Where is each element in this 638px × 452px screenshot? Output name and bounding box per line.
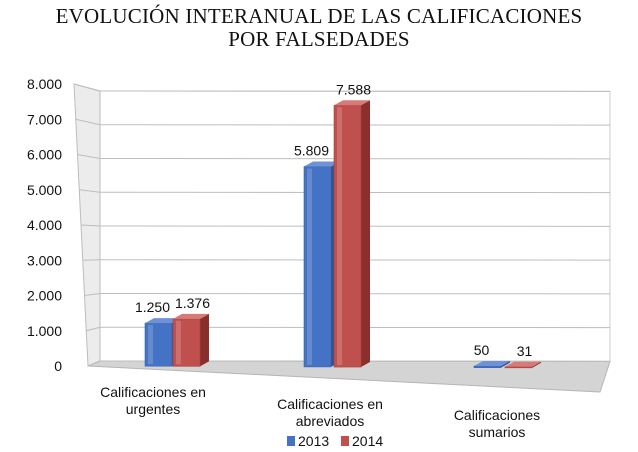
gridline xyxy=(79,189,611,194)
bar-top xyxy=(145,318,181,324)
y-tick-label: 1.000 xyxy=(27,323,62,339)
y-tick-label: 5.000 xyxy=(27,182,62,198)
y-tick-label: 7.000 xyxy=(27,111,62,127)
category-label: Calificaciones en xyxy=(100,384,206,400)
y-tick-label: 4.000 xyxy=(27,217,62,233)
data-label: 7.588 xyxy=(336,81,371,97)
y-tick-label: 6.000 xyxy=(27,147,62,163)
category-label: Calificaciones xyxy=(454,407,540,423)
data-label: 1.376 xyxy=(175,295,210,311)
gridline xyxy=(84,292,611,296)
y-tick-label: 2.000 xyxy=(27,288,62,304)
chart-title-line-1: EVOLUCIÓN INTERANUAL DE LAS CALIFICACION… xyxy=(55,4,583,28)
gridline xyxy=(80,224,611,227)
bar xyxy=(473,365,502,368)
bar xyxy=(172,318,201,367)
data-label: 31 xyxy=(517,343,533,359)
bar-top xyxy=(334,100,370,106)
bar xyxy=(303,166,332,368)
bar-side xyxy=(200,313,209,367)
bar xyxy=(504,366,533,369)
bar-top xyxy=(173,313,209,319)
y-tick-label: 8.000 xyxy=(27,76,62,92)
data-label: 1.250 xyxy=(135,299,170,315)
legend-label: 2013 xyxy=(298,433,329,449)
gridline xyxy=(87,360,611,367)
bar-side xyxy=(361,100,370,368)
data-label: 5.809 xyxy=(294,143,329,159)
bar-side xyxy=(501,360,510,368)
category-label: Calificaciones en xyxy=(277,396,383,412)
bar-top xyxy=(505,361,541,367)
bar-highlight xyxy=(337,107,342,366)
bar-highlight xyxy=(307,168,312,365)
bar xyxy=(333,104,362,368)
bar-top xyxy=(474,360,510,366)
data-label: 50 xyxy=(474,342,490,358)
legend-label: 2014 xyxy=(352,433,383,449)
legend-swatch xyxy=(287,436,295,446)
gridline xyxy=(73,83,611,92)
category-label: abreviados xyxy=(296,413,365,429)
legend-swatch xyxy=(341,436,349,446)
gridline xyxy=(86,326,611,332)
category-label: sumarios xyxy=(469,424,526,440)
category-label: urgentes xyxy=(126,401,180,417)
bar-top xyxy=(304,161,340,167)
bar xyxy=(144,322,173,367)
y-tick-label: 0 xyxy=(54,358,62,374)
bar-side xyxy=(532,361,541,368)
bar-highlight xyxy=(176,320,181,365)
gridline xyxy=(77,154,611,160)
gridline xyxy=(82,259,611,261)
y-tick-label: 3.000 xyxy=(27,252,62,268)
bar-highlight xyxy=(148,325,153,365)
chart-title-line-2: POR FALSEDADES xyxy=(228,27,410,51)
gridline xyxy=(75,118,611,126)
